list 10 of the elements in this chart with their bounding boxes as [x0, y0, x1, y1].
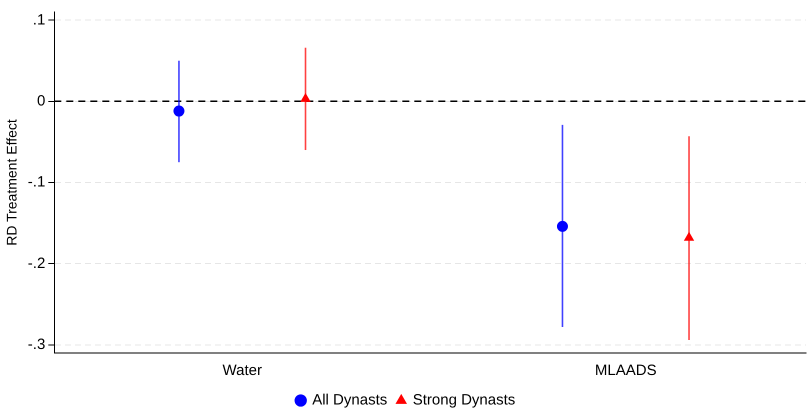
- y-tick-label: 0: [36, 92, 46, 110]
- y-tick-label: -.1: [28, 174, 46, 191]
- legend-label: All Dynasts: [312, 392, 388, 409]
- x-tick-label: MLAADS: [594, 362, 657, 380]
- y-tick-label: -.2: [28, 254, 46, 272]
- y-axis-title: RD Treatment Effect: [3, 119, 20, 246]
- x-tick-label: Water: [222, 362, 262, 380]
- y-tick-label: -.3: [28, 336, 46, 354]
- legend-label: Strong Dynasts: [412, 392, 516, 409]
- y-tick-label: .1: [32, 11, 46, 28]
